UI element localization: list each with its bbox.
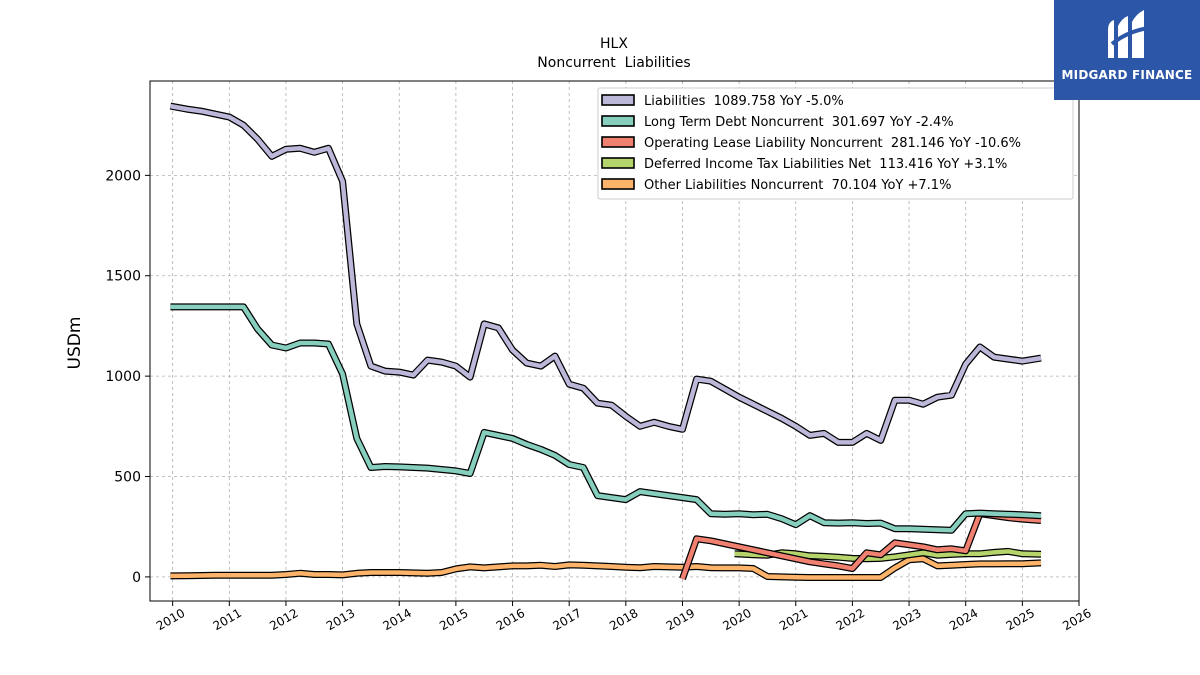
x-tick-label: 2013 [324, 606, 357, 633]
chart-subtitle: Noncurrent Liabilities [537, 55, 690, 71]
series-line [680, 511, 1042, 580]
chart-title: HLX [600, 36, 628, 52]
x-tick-label: 2026 [1060, 606, 1093, 633]
y-tick-label: 1000 [105, 369, 141, 385]
legend-swatch [601, 178, 635, 190]
series-lines [169, 102, 1042, 581]
y-tick-label: 2000 [105, 168, 141, 184]
y-tick-label: 0 [132, 570, 141, 586]
legend-entry: Other Liabilities Noncurrent 70.104 YoY … [644, 178, 951, 193]
y-tick-label: 500 [114, 470, 141, 486]
legend-entry: Operating Lease Liability Noncurrent 281… [644, 136, 1021, 151]
legend-swatch [601, 94, 635, 106]
x-tick-label: 2017 [550, 606, 583, 633]
series-line [169, 103, 1042, 445]
logo: MIDGARD FINANCE [1054, 0, 1200, 100]
legend-box [597, 87, 1074, 200]
legend-swatch [601, 115, 635, 127]
x-tick-label: 2014 [381, 606, 414, 633]
series-line [170, 304, 1042, 533]
x-tick-label: 2012 [267, 606, 300, 633]
series-line [170, 556, 1042, 580]
legend-swatch [601, 157, 635, 169]
x-tick-label: 2015 [437, 606, 470, 633]
x-tick-label: 2010 [154, 606, 187, 633]
y-tick-label: 1500 [105, 269, 141, 285]
x-tick-label: 2021 [777, 606, 810, 633]
logo-text: MIDGARD FINANCE [1061, 68, 1193, 82]
x-tick-label: 2019 [664, 606, 697, 633]
x-tick-label: 2022 [834, 606, 867, 633]
x-tick-label: 2023 [890, 606, 923, 633]
x-tick-label: 2011 [211, 606, 244, 633]
y-axis-label: USDm [65, 317, 85, 370]
x-tick-label: 2020 [720, 606, 753, 633]
plot-frame [149, 80, 1080, 602]
midgard-logo-icon [1108, 10, 1149, 58]
legend: Liabilities 1089.758 YoY -5.0% Long Term … [597, 87, 1074, 200]
x-tick-label: 2024 [947, 606, 980, 633]
legend-entry: Long Term Debt Noncurrent 301.697 YoY -2… [644, 115, 954, 130]
legend-swatch [601, 136, 635, 148]
legend-entry: Liabilities 1089.758 YoY -5.0% [644, 94, 844, 109]
x-tick-label: 2025 [1004, 606, 1037, 633]
x-tick-label: 2016 [494, 606, 527, 633]
x-tick-label: 2018 [607, 606, 640, 633]
legend-entry: Deferred Income Tax Liabilities Net 113.… [644, 157, 1007, 172]
series-line [734, 549, 1042, 562]
